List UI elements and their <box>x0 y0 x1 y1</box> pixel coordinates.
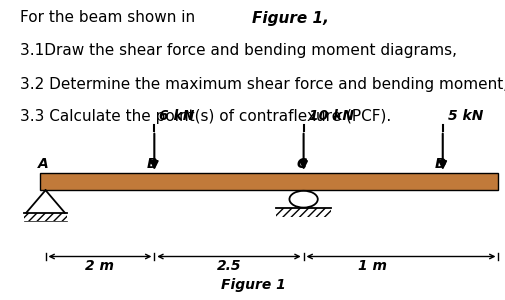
Bar <box>24 213 67 221</box>
Bar <box>40 173 497 190</box>
Text: For the beam shown in: For the beam shown in <box>20 11 200 26</box>
Text: B: B <box>146 157 157 171</box>
Text: 3.1Draw the shear force and bending moment diagrams,: 3.1Draw the shear force and bending mome… <box>20 44 457 59</box>
Text: 3.2 Determine the maximum shear force and bending moment,: 3.2 Determine the maximum shear force an… <box>20 76 505 92</box>
Text: Figure 1,: Figure 1, <box>252 11 329 26</box>
Text: 5 kN: 5 kN <box>447 109 482 123</box>
Text: 2 m: 2 m <box>85 260 114 274</box>
Text: 10 kN: 10 kN <box>308 109 353 123</box>
Text: 6 kN: 6 kN <box>159 109 194 123</box>
Text: A: A <box>38 157 48 171</box>
Bar <box>275 208 331 217</box>
Text: Figure 1: Figure 1 <box>220 278 285 292</box>
Text: C: C <box>295 157 306 171</box>
Text: D: D <box>434 157 446 171</box>
Text: 1 m: 1 m <box>358 260 387 274</box>
Text: 3.3 Calculate the point(s) of contraflexure (PCF).: 3.3 Calculate the point(s) of contraflex… <box>20 110 391 124</box>
Text: 2.5: 2.5 <box>216 260 240 274</box>
